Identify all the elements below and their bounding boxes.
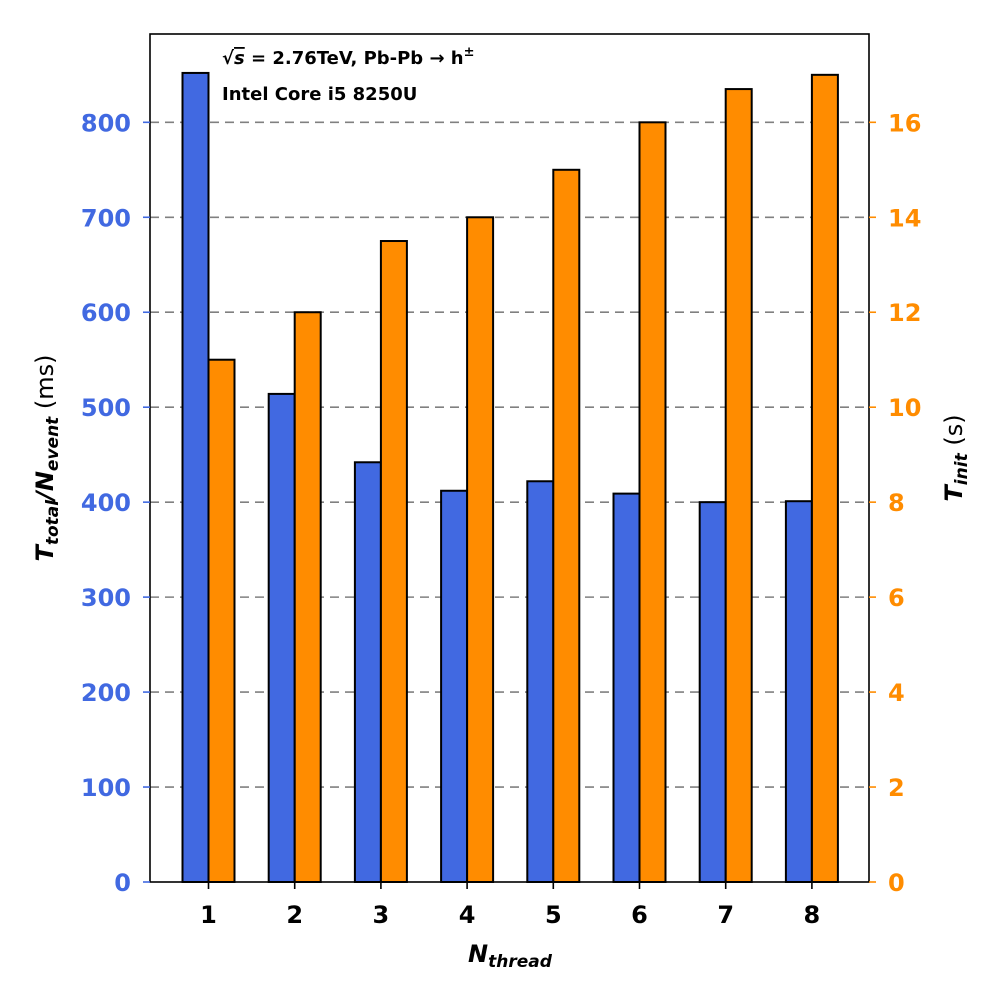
bar-total-per-event — [353, 461, 382, 883]
x-axis-ticks: 1 2 3 4 5 6 7 8 — [200, 882, 820, 929]
left-axis-label-main: T — [31, 544, 59, 562]
left-tick-label: 400 — [81, 489, 131, 517]
right-tick-label: 14 — [888, 204, 921, 232]
bar-init-time — [810, 73, 839, 884]
x-axis-label-main: N — [468, 940, 488, 968]
left-tick-label: 0 — [114, 869, 131, 897]
bar-init-time — [207, 358, 236, 883]
grid-lines — [150, 121, 869, 788]
left-tick-label: 600 — [81, 299, 131, 327]
right-tick-label: 10 — [888, 394, 921, 422]
x-tick-label: 7 — [717, 901, 734, 929]
right-axis-label: Tinit (s) — [940, 414, 972, 501]
x-axis-label-sub: thread — [488, 952, 553, 972]
bar-init-time — [552, 168, 581, 883]
bar-init-time — [293, 311, 322, 883]
bar-init-time — [638, 121, 667, 884]
left-tick-label: 800 — [81, 109, 131, 137]
annotation-energy-text: = 2.76TeV, Pb-Pb → h — [245, 48, 464, 69]
plot-frame — [149, 33, 870, 883]
x-tick-label: 8 — [804, 901, 821, 929]
x-tick-label: 3 — [373, 901, 390, 929]
annotation-sqrt: √ — [222, 48, 235, 69]
bar-init-time — [379, 240, 408, 883]
left-axis-label: Ttotal/Nevent (ms) — [31, 354, 63, 561]
bar-total-per-event — [612, 492, 641, 883]
left-tick-label: 100 — [81, 774, 131, 802]
right-axis-ticks: 0 2 4 6 8 10 12 14 16 — [869, 109, 921, 897]
annotation-energy: √s = 2.76TeV, Pb-Pb → h± — [222, 45, 475, 69]
left-axis-label-mid: /N — [31, 471, 59, 503]
bar-total-per-event — [267, 392, 296, 883]
right-tick-label: 4 — [888, 679, 905, 707]
bar-init-time — [466, 216, 495, 883]
x-axis-label: Nthread — [468, 940, 553, 972]
bar-total-per-event — [526, 480, 555, 883]
left-axis-label-unit: (ms) — [31, 354, 59, 416]
left-tick-label: 700 — [81, 204, 131, 232]
x-tick-label: 1 — [200, 901, 217, 929]
bar-total-per-event — [181, 71, 210, 883]
annotation-charge-sup: ± — [464, 45, 475, 60]
right-tick-label: 16 — [888, 109, 921, 137]
bar-total-per-event — [698, 501, 727, 883]
x-tick-label: 5 — [545, 901, 562, 929]
left-tick-label: 200 — [81, 679, 131, 707]
bar-init-time — [724, 88, 753, 883]
left-axis-label-sub: total — [43, 499, 63, 545]
left-tick-label: 300 — [81, 584, 131, 612]
x-tick-label: 6 — [631, 901, 648, 929]
left-axis-ticks: 0 100 200 300 400 500 600 700 800 — [81, 109, 150, 897]
bar-total-per-event — [440, 489, 469, 883]
right-tick-label: 6 — [888, 584, 905, 612]
right-tick-label: 2 — [888, 774, 905, 802]
x-tick-label: 4 — [459, 901, 476, 929]
right-axis-label-unit: (s) — [940, 414, 968, 453]
left-tick-label: 500 — [81, 394, 131, 422]
annotation-cpu: Intel Core i5 8250U — [222, 84, 417, 105]
x-tick-label: 2 — [286, 901, 303, 929]
right-tick-label: 8 — [888, 489, 905, 517]
right-tick-label: 0 — [888, 869, 905, 897]
annotation-s: s — [234, 48, 245, 69]
bars — [181, 71, 839, 884]
right-tick-label: 12 — [888, 299, 921, 327]
bar-total-per-event — [784, 500, 813, 883]
left-axis-label-sub2: event — [43, 416, 63, 471]
right-axis-label-sub: init — [952, 452, 972, 485]
right-axis-label-main: T — [940, 484, 968, 502]
